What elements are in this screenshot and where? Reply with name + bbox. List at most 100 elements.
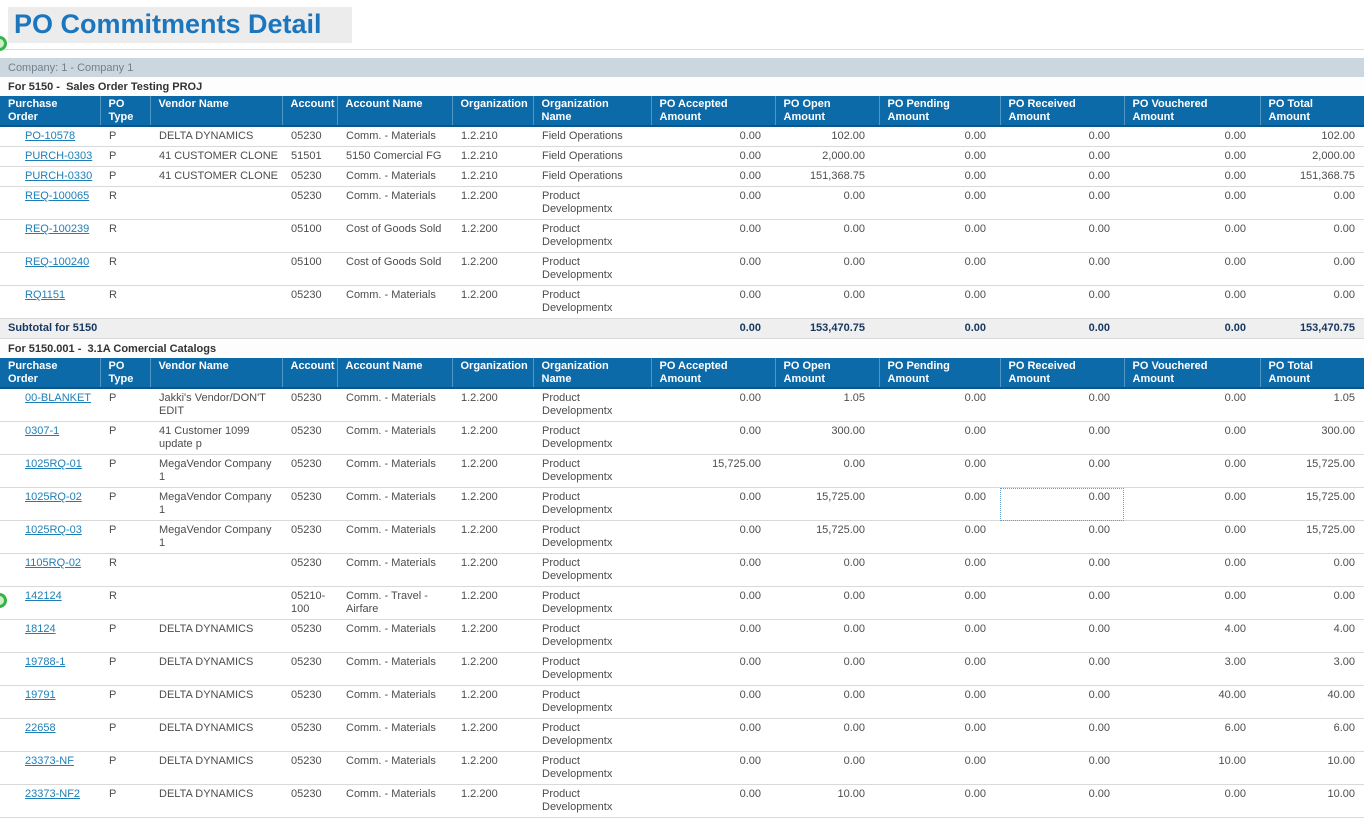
cell-org_name: Product Developmentx: [533, 487, 651, 521]
cell-total: 6.00: [1260, 718, 1364, 752]
po-link[interactable]: PURCH-0303: [25, 150, 93, 162]
focused-cell[interactable]: 0.00: [1000, 487, 1124, 521]
po-link[interactable]: REQ-100240: [25, 256, 90, 268]
po-link[interactable]: 1025RQ-03: [25, 524, 82, 536]
cell-type: R: [100, 285, 150, 319]
cell-org_name: Product Developmentx: [533, 421, 651, 455]
cell-pending: 0.00: [879, 586, 1000, 620]
cell-accepted: 0.00: [651, 285, 775, 319]
cell-vouchered: 40.00: [1124, 685, 1260, 719]
cell-vendor: [150, 219, 282, 253]
column-header-org: Organization: [452, 358, 534, 389]
column-header-vouchered: PO Vouchered Amount: [1124, 358, 1261, 389]
cell-org_name: Product Developmentx: [533, 219, 651, 253]
column-header-po: Purchase Order: [0, 358, 101, 389]
po-link[interactable]: 18124: [25, 623, 56, 635]
cell-received: 0.00: [1000, 652, 1124, 686]
po-link[interactable]: RQ1151: [25, 289, 66, 301]
table-row: 19791 P DELTA DYNAMICS 05230 Comm. - Materia…: [0, 685, 1364, 719]
cell-po: REQ-100065: [0, 186, 100, 220]
cell-account_name: Comm. - Travel - Airfare: [337, 586, 452, 620]
cell-account: 05230: [282, 421, 337, 455]
header-row: Purchase Order PO Type Vendor Name Account A…: [0, 96, 1364, 127]
po-link[interactable]: 23373-NF: [25, 755, 74, 767]
cell-account_name: Comm. - Materials: [337, 553, 452, 587]
cell-total: 15,725.00: [1260, 487, 1364, 521]
column-header-org: Organization: [452, 96, 534, 127]
cell-pending: 0.00: [879, 751, 1000, 785]
cell-org: 1.2.200: [452, 285, 533, 319]
cell-accepted: 0.00: [651, 619, 775, 653]
subtotal-accepted: 0.00: [651, 318, 775, 339]
column-header-received: PO Received Amount: [1000, 96, 1125, 127]
cell-total: 151,368.75: [1260, 166, 1364, 187]
po-link[interactable]: 1025RQ-02: [25, 491, 82, 503]
cell-total: 10.00: [1260, 751, 1364, 785]
cell-accepted: 0.00: [651, 520, 775, 554]
cell-po: PO-10578: [0, 126, 100, 147]
cell-vouchered: 0.00: [1124, 784, 1260, 818]
po-link[interactable]: PURCH-0330: [25, 170, 93, 182]
table-row: 23373-NF2 P DELTA DYNAMICS 05230 Comm. - Mat…: [0, 784, 1364, 818]
cell-vouchered: 4.00: [1124, 619, 1260, 653]
cell-accepted: 0.00: [651, 388, 775, 422]
cell-po: 18124: [0, 619, 100, 653]
cell-vendor: [150, 553, 282, 587]
po-table: Purchase Order PO Type Vendor Name Account A…: [0, 358, 1364, 818]
cell-accepted: 0.00: [651, 751, 775, 785]
cell-vouchered: 0.00: [1124, 166, 1260, 187]
cell-pending: 0.00: [879, 553, 1000, 587]
cell-pending: 0.00: [879, 685, 1000, 719]
po-link[interactable]: REQ-100065: [25, 190, 90, 202]
column-header-accepted: PO Accepted Amount: [651, 96, 776, 127]
cell-open: 0.00: [775, 685, 879, 719]
cell-vouchered: 0.00: [1124, 454, 1260, 488]
cell-pending: 0.00: [879, 652, 1000, 686]
cell-open: 0.00: [775, 252, 879, 286]
po-link[interactable]: 00-BLANKET: [25, 392, 92, 404]
po-link[interactable]: 22658: [25, 722, 56, 734]
cell-type: P: [100, 718, 150, 752]
cell-received: 0.00: [1000, 520, 1124, 554]
cell-open: 0.00: [775, 553, 879, 587]
cell-org_name: Product Developmentx: [533, 718, 651, 752]
po-link[interactable]: 19788-1: [25, 656, 66, 668]
po-link[interactable]: 142124: [25, 590, 62, 602]
cell-vouchered: 0.00: [1124, 219, 1260, 253]
cell-total: 0.00: [1260, 553, 1364, 587]
cell-type: P: [100, 652, 150, 686]
cell-accepted: 0.00: [651, 784, 775, 818]
cell-open: 15,725.00: [775, 520, 879, 554]
column-header-accepted: PO Accepted Amount: [651, 358, 776, 389]
report-sections: For 5150 - Sales Order Testing PROJ Purch…: [0, 77, 1364, 818]
cell-org: 1.2.200: [452, 652, 533, 686]
po-link[interactable]: PO-10578: [25, 130, 76, 142]
cell-org_name: Product Developmentx: [533, 454, 651, 488]
cell-vendor: Jakki's Vendor/DON'T EDIT: [150, 388, 282, 422]
cell-accepted: 0.00: [651, 421, 775, 455]
cell-vendor: DELTA DYNAMICS: [150, 718, 282, 752]
column-header-pending: PO Pending Amount: [879, 96, 1001, 127]
cell-po: 1025RQ-02: [0, 487, 100, 521]
cell-vendor: [150, 186, 282, 220]
cell-org_name: Product Developmentx: [533, 285, 651, 319]
cell-org_name: Product Developmentx: [533, 619, 651, 653]
cell-account_name: Cost of Goods Sold: [337, 252, 452, 286]
po-link[interactable]: 1105RQ-02: [25, 557, 82, 569]
po-link[interactable]: REQ-100239: [25, 223, 90, 235]
cell-vouchered: 0.00: [1124, 388, 1260, 422]
cell-total: 0.00: [1260, 219, 1364, 253]
po-link[interactable]: 1025RQ-01: [25, 458, 82, 470]
cell-po: 142124: [0, 586, 100, 620]
po-link[interactable]: 19791: [25, 689, 56, 701]
po-link[interactable]: 23373-NF2: [25, 788, 81, 800]
cell-pending: 0.00: [879, 285, 1000, 319]
cell-received: 0.00: [1000, 619, 1124, 653]
po-link[interactable]: 0307-1: [25, 425, 60, 437]
cell-received: 0.00: [1000, 219, 1124, 253]
section-heading: For 5150.001 - 3.1A Comercial Catalogs: [0, 339, 1364, 358]
cell-account: 05230: [282, 126, 337, 147]
cell-account: 05230: [282, 285, 337, 319]
cell-accepted: 0.00: [651, 718, 775, 752]
table-row: 23373-NF P DELTA DYNAMICS 05230 Comm. - Mate…: [0, 751, 1364, 785]
